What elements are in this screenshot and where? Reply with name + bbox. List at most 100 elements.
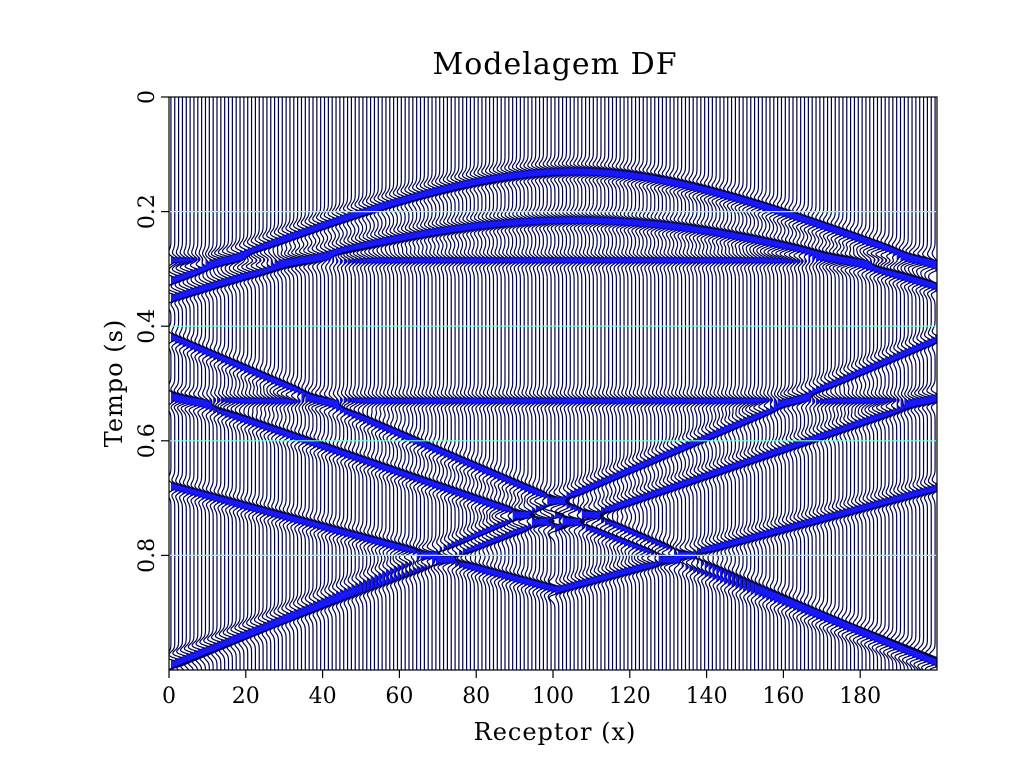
trace-wiggle xyxy=(882,97,902,670)
trace-wiggle xyxy=(702,97,719,670)
trace-fill xyxy=(497,173,507,580)
trace-wiggle xyxy=(675,97,693,670)
trace-fill xyxy=(769,205,780,603)
trace-fill xyxy=(205,259,218,656)
trace-fill xyxy=(382,200,392,587)
trace-fill xyxy=(631,171,641,575)
trace-wiggle xyxy=(903,97,926,670)
trace-fill xyxy=(746,197,757,594)
trace-wiggle xyxy=(287,97,308,670)
trace-wiggle xyxy=(311,97,329,670)
trace-fill xyxy=(493,173,503,579)
trace-fill xyxy=(301,227,315,617)
trace-wiggle xyxy=(633,97,650,670)
trace-wiggle xyxy=(579,97,597,670)
trace-wiggle xyxy=(205,97,227,670)
trace-wiggle xyxy=(856,97,874,670)
trace-fill xyxy=(378,202,388,589)
trace-wiggle xyxy=(775,97,792,670)
trace-wiggle xyxy=(232,97,253,670)
trace-wiggle xyxy=(190,97,212,670)
seismic-traces xyxy=(169,97,937,670)
trace-fill xyxy=(635,172,645,574)
x-tick-label: 40 xyxy=(309,684,337,709)
trace-wiggle xyxy=(331,97,346,670)
trace-wiggle xyxy=(506,97,523,670)
trace-fill xyxy=(182,255,196,665)
trace-wiggle xyxy=(916,97,937,670)
trace-wiggle xyxy=(442,97,458,670)
trace-wiggle xyxy=(437,97,456,670)
trace-fill xyxy=(608,169,618,580)
trace-wiggle xyxy=(840,97,861,670)
trace-wiggle xyxy=(535,97,555,670)
trace-wiggle xyxy=(186,97,208,670)
trace-fill xyxy=(604,169,615,582)
trace-fill xyxy=(869,238,882,642)
trace-wiggle xyxy=(759,97,776,670)
trace-wiggle xyxy=(263,97,282,670)
trace-wiggle xyxy=(202,97,223,670)
trace-fill xyxy=(697,184,707,576)
x-tick-label: 60 xyxy=(385,684,413,709)
trace-wiggle xyxy=(561,97,584,670)
trace-fill xyxy=(366,205,376,593)
y-tick-label: 0.8 xyxy=(135,538,160,573)
trace-wiggle xyxy=(469,97,485,670)
trace-fill xyxy=(743,196,753,593)
trace-fill xyxy=(666,177,678,565)
trace-wiggle xyxy=(408,97,423,670)
trace-fill xyxy=(881,242,894,647)
trace-wiggle xyxy=(395,97,412,670)
trace-wiggle xyxy=(327,97,343,670)
trace-wiggle xyxy=(473,97,488,670)
trace-fill xyxy=(309,225,322,615)
trace-fill xyxy=(313,223,324,613)
chart-title: Modelagem DF xyxy=(432,47,677,82)
trace-wiggle xyxy=(726,97,742,670)
trace-wiggle xyxy=(668,97,684,670)
trace-wiggle xyxy=(688,97,703,670)
trace-wiggle xyxy=(182,97,204,670)
trace-fill xyxy=(190,255,203,662)
trace-fill xyxy=(773,205,783,604)
trace-fill xyxy=(796,213,808,613)
trace-fill xyxy=(923,257,937,664)
trace-wiggle xyxy=(517,97,536,670)
trace-fill xyxy=(236,252,248,643)
trace-wiggle xyxy=(852,97,870,670)
trace-fill xyxy=(892,247,906,651)
trace-wiggle xyxy=(323,97,339,670)
trace-wiggle xyxy=(836,97,857,670)
trace-fill xyxy=(700,185,711,577)
trace-fill xyxy=(424,189,435,571)
trace-fill xyxy=(374,203,384,590)
trace-fill xyxy=(735,194,745,590)
trace-fill xyxy=(731,193,741,589)
trace-wiggle xyxy=(360,97,377,670)
trace-wiggle xyxy=(349,97,366,670)
trace-fill xyxy=(589,167,602,586)
trace-fill xyxy=(416,191,426,574)
trace-fill xyxy=(243,249,256,640)
trace-fill xyxy=(739,195,749,591)
trace-fill xyxy=(904,252,917,656)
trace-wiggle xyxy=(692,97,707,670)
trace-wiggle xyxy=(307,97,325,670)
trace-wiggle xyxy=(460,97,477,670)
trace-fill xyxy=(877,241,890,645)
trace-wiggle xyxy=(512,97,534,670)
trace-fill xyxy=(217,257,230,651)
y-tick-label: 0 xyxy=(135,90,160,104)
y-axis: 0 0.2 0.4 0.6 0.8 xyxy=(135,90,169,573)
trace-fill xyxy=(612,169,622,580)
trace-wiggle xyxy=(294,97,315,670)
trace-wiggle xyxy=(585,97,604,670)
trace-wiggle xyxy=(503,97,519,670)
trace-fill xyxy=(343,213,353,602)
trace-fill xyxy=(754,200,764,597)
trace-fill xyxy=(812,218,822,619)
trace-wiggle xyxy=(886,97,906,670)
trace-wiggle xyxy=(920,97,937,670)
